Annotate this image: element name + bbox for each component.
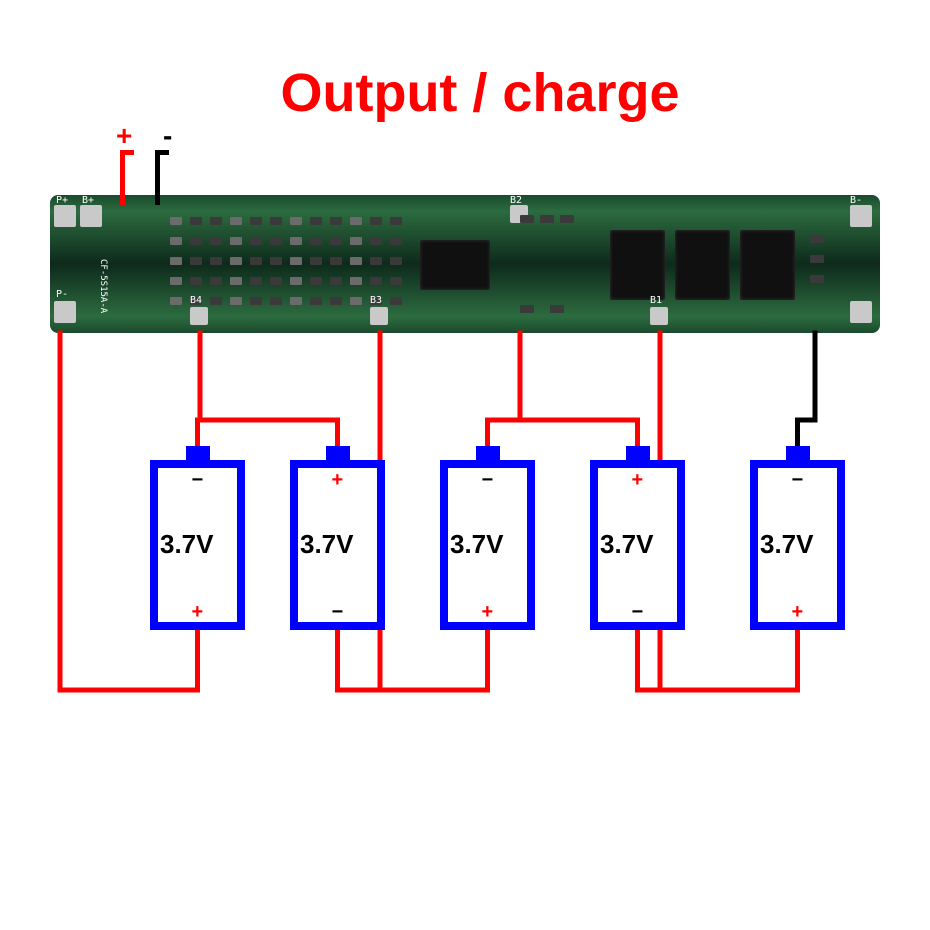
battery-cell-4: 3.7V + − xyxy=(590,460,685,630)
battery-terminal-top xyxy=(326,446,350,460)
silk-pplus: P+ xyxy=(56,195,68,206)
pad-pminus xyxy=(54,301,76,323)
battery-voltage-label: 3.7V xyxy=(450,529,504,560)
battery-sign-bottom: − xyxy=(632,602,644,622)
mosfet-3 xyxy=(740,230,795,300)
output-minus-sign: - xyxy=(163,122,172,150)
mosfet-1 xyxy=(610,230,665,300)
silk-b1: B1 xyxy=(650,295,662,306)
silk-pminus: P- xyxy=(56,289,68,300)
battery-cell-5: 3.7V − + xyxy=(750,460,845,630)
controller-ic xyxy=(420,240,490,290)
output-minus-wire xyxy=(155,155,160,205)
silk-bminus: B- xyxy=(850,195,862,206)
silk-b4: B4 xyxy=(190,295,202,306)
pad-bminus2 xyxy=(850,301,872,323)
pad-bplus xyxy=(80,205,102,227)
output-plus-wire xyxy=(120,155,125,205)
battery-voltage-label: 3.7V xyxy=(600,529,654,560)
output-plus-sign: + xyxy=(116,122,132,150)
mosfet-2 xyxy=(675,230,730,300)
silk-bplus: B+ xyxy=(82,195,94,206)
battery-terminal-top xyxy=(786,446,810,460)
battery-sign-top: − xyxy=(792,470,804,490)
battery-cell-1: 3.7V − + xyxy=(150,460,245,630)
pad-b1 xyxy=(650,307,668,325)
pad-b3 xyxy=(370,307,388,325)
battery-terminal-top xyxy=(476,446,500,460)
battery-sign-bottom: + xyxy=(792,602,804,622)
battery-sign-bottom: + xyxy=(192,602,204,622)
battery-voltage-label: 3.7V xyxy=(160,529,214,560)
pad-pplus xyxy=(54,205,76,227)
battery-terminal-top xyxy=(186,446,210,460)
battery-cell-2: 3.7V + − xyxy=(290,460,385,630)
battery-sign-bottom: − xyxy=(332,602,344,622)
title-output-charge: Output / charge xyxy=(230,62,730,124)
silk-b2: B2 xyxy=(510,195,522,206)
bms-pcb-board: P+ P- B+ B4 B3 B2 B1 B- CF-5S15A-A xyxy=(50,195,880,333)
pcb-surface: P+ P- B+ B4 B3 B2 B1 B- CF-5S15A-A xyxy=(50,195,880,333)
battery-sign-top: − xyxy=(482,470,494,490)
battery-sign-top: − xyxy=(192,470,204,490)
battery-voltage-label: 3.7V xyxy=(300,529,354,560)
battery-cell-3: 3.7V − + xyxy=(440,460,535,630)
pad-bminus xyxy=(850,205,872,227)
silk-model: CF-5S15A-A xyxy=(98,259,108,313)
battery-sign-top: + xyxy=(332,470,344,490)
battery-voltage-label: 3.7V xyxy=(760,529,814,560)
battery-terminal-top xyxy=(626,446,650,460)
pad-b4 xyxy=(190,307,208,325)
battery-sign-bottom: + xyxy=(482,602,494,622)
silk-b3: B3 xyxy=(370,295,382,306)
battery-sign-top: + xyxy=(632,470,644,490)
